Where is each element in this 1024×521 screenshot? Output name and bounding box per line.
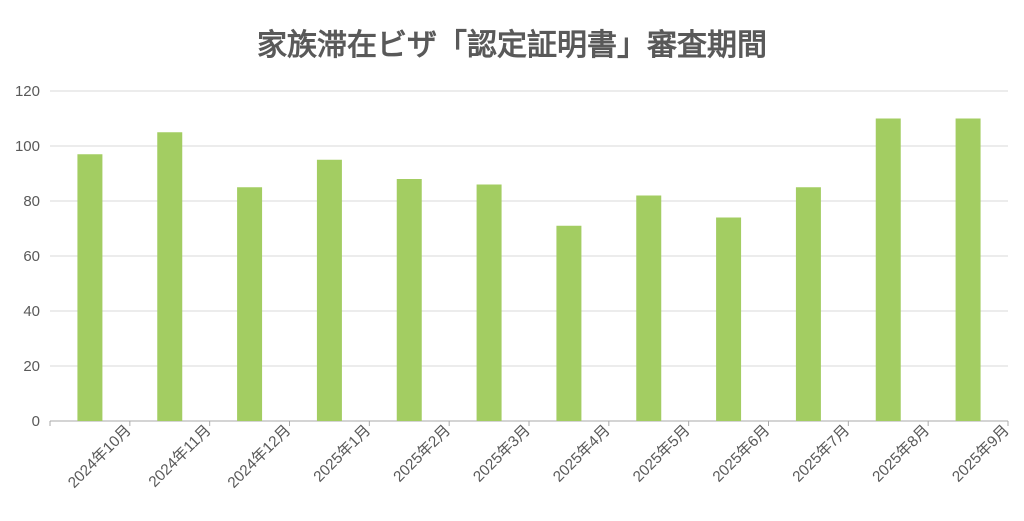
svg-text:2025年4月: 2025年4月 <box>550 422 614 486</box>
svg-text:20: 20 <box>23 358 40 375</box>
svg-text:0: 0 <box>32 413 40 430</box>
svg-text:60: 60 <box>23 248 40 265</box>
svg-text:2024年11月: 2024年11月 <box>146 422 215 491</box>
svg-text:2025年2月: 2025年2月 <box>390 422 454 486</box>
svg-text:2024年10月: 2024年10月 <box>65 422 135 492</box>
svg-text:80: 80 <box>23 193 40 210</box>
svg-text:2025年9月: 2025年9月 <box>949 422 1013 486</box>
svg-text:120: 120 <box>15 83 40 100</box>
svg-text:2025年5月: 2025年5月 <box>630 422 694 486</box>
svg-text:40: 40 <box>23 303 40 320</box>
svg-text:2024年12月: 2024年12月 <box>225 422 295 492</box>
svg-text:2025年8月: 2025年8月 <box>869 422 933 486</box>
svg-text:100: 100 <box>15 138 40 155</box>
svg-text:2025年3月: 2025年3月 <box>470 422 534 486</box>
svg-text:2025年6月: 2025年6月 <box>710 422 774 486</box>
svg-text:2025年1月: 2025年1月 <box>310 422 374 486</box>
svg-text:2025年7月: 2025年7月 <box>789 422 853 486</box>
